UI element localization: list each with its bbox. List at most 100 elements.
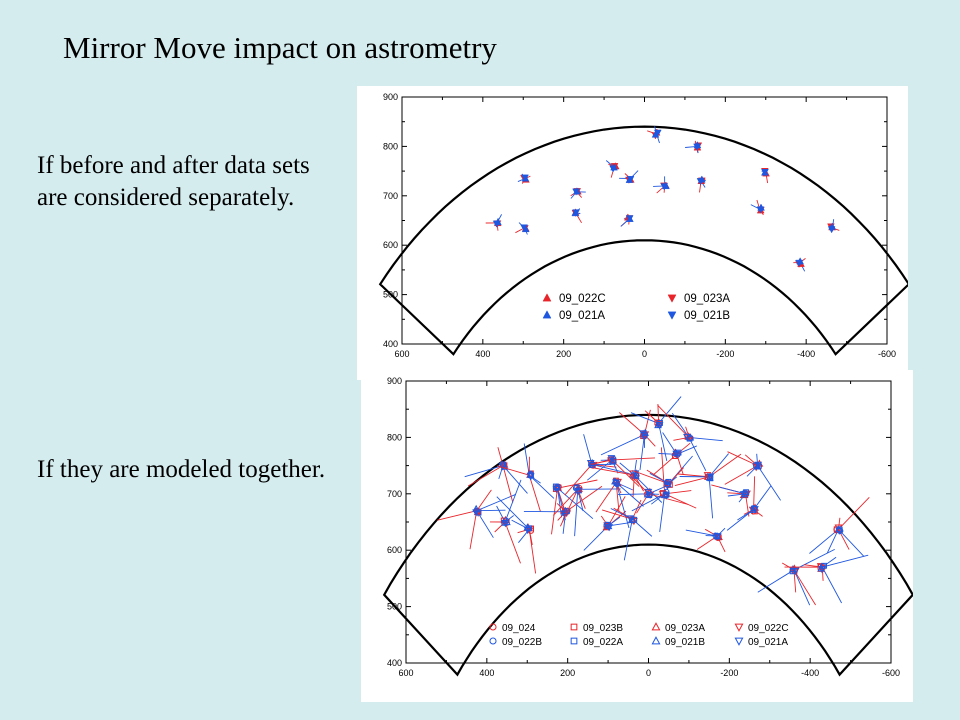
data-point: [641, 428, 649, 436]
residual-vector: [727, 451, 758, 467]
x-tick-label: 400: [475, 349, 490, 359]
residual-vector: [653, 453, 678, 476]
y-tick-label: 800: [387, 432, 402, 442]
residual-vector: [557, 479, 598, 489]
data-point: [751, 506, 759, 514]
data-point: [523, 526, 532, 535]
data-point: [626, 515, 635, 523]
legend-marker: [734, 623, 744, 632]
data-point: [706, 473, 715, 481]
residual-vector: [628, 473, 649, 495]
data-point: [574, 487, 583, 495]
residual-vector: [593, 467, 635, 476]
data-point: [660, 183, 669, 191]
legend-label: 09_023A: [665, 623, 705, 634]
residual-vector: [496, 496, 530, 530]
data-point: [835, 527, 844, 535]
legend-marker: [667, 294, 677, 303]
x-tick-label: 0: [642, 349, 647, 359]
residual-vector: [595, 482, 617, 513]
x-tick-label: -200: [716, 349, 734, 359]
legend-marker: [570, 637, 578, 645]
residual-vector: [600, 434, 645, 456]
residual-vector: [685, 529, 718, 537]
residual-vector: [551, 488, 559, 535]
residual-vector: [726, 509, 754, 531]
x-tick-label: 400: [479, 668, 494, 678]
data-point: [754, 461, 763, 469]
residual-vector: [557, 487, 594, 520]
data-point: [629, 473, 636, 480]
residual-vector: [565, 485, 603, 513]
residual-vector: [659, 493, 666, 532]
data-point: [663, 480, 672, 488]
plot-frame: [401, 96, 888, 345]
residual-vector: [658, 423, 668, 461]
data-point: [834, 525, 843, 533]
residual-vector: [793, 569, 816, 606]
residual-vector: [469, 510, 478, 550]
legend-label: 09_021B: [684, 310, 730, 322]
data-point: [662, 492, 671, 500]
residual-vector: [793, 548, 835, 571]
data-point: [631, 471, 640, 479]
x-tick-label: 0: [646, 668, 651, 678]
chart-together: 600 400 200 0 -200 -400 -600400500600700800900…: [382, 376, 913, 678]
legend-marker: [570, 623, 578, 631]
residual-vector: [708, 453, 742, 478]
residual-vector: [476, 509, 506, 512]
data-point: [683, 433, 691, 442]
residual-vector: [528, 474, 555, 499]
residual-vector: [753, 485, 772, 510]
x-tick-label: -600: [878, 349, 896, 359]
data-point: [740, 490, 749, 498]
residual-vector: [574, 489, 579, 537]
data-point: [607, 455, 616, 463]
residual-vector: [648, 493, 689, 505]
data-point: [693, 143, 701, 151]
legend-label: 09_021A: [559, 310, 605, 322]
chart-panel-together: 600 400 200 0 -200 -400 -600 400 500 600 700 800 900…: [361, 370, 913, 702]
residual-vector: [809, 528, 839, 554]
x-tick-label: 600: [394, 349, 409, 359]
chart-panel-separate: 600 400 200 0 -200 -400 -600 400 500 600 700 800 900…: [357, 86, 908, 380]
data-point: [645, 487, 654, 495]
residual-vector: [822, 554, 869, 568]
x-tick-label: 200: [560, 668, 575, 678]
residual-vector: [657, 404, 690, 438]
legend-label: 09_023A: [684, 293, 730, 305]
data-points: [437, 396, 870, 606]
data-point: [626, 176, 635, 184]
data-point: [526, 470, 535, 478]
data-point: [625, 215, 634, 223]
residual-vector: [708, 476, 714, 519]
residual-vector: [615, 482, 620, 512]
y-tick-label: 400: [383, 339, 398, 349]
legend-label: 09_022A: [583, 637, 623, 648]
data-point: [472, 504, 481, 512]
legend-marker: [489, 623, 497, 631]
data-point: [672, 450, 681, 458]
legend-label: 09_023B: [583, 623, 623, 634]
data-point: [756, 206, 765, 214]
residual-vector: [591, 464, 617, 468]
y-tick-label: 400: [387, 658, 402, 668]
data-point: [500, 462, 509, 470]
legend-marker: [651, 622, 661, 631]
residual-vector: [793, 569, 811, 606]
residual-vector: [826, 529, 839, 554]
residual-vector: [497, 465, 530, 476]
residual-vector: [437, 510, 477, 521]
data-point: [631, 470, 640, 478]
residual-vector: [658, 396, 682, 424]
data-point: [472, 509, 480, 517]
residual-vector: [617, 493, 649, 496]
data-point: [653, 129, 662, 137]
residual-vector: [559, 489, 579, 527]
data-point: [572, 188, 580, 196]
x-tick-label: -200: [720, 668, 738, 678]
field-outline: [382, 413, 913, 677]
data-point: [665, 478, 672, 485]
residual-vector: [476, 489, 492, 511]
legend-label: 09_022C: [559, 293, 606, 305]
